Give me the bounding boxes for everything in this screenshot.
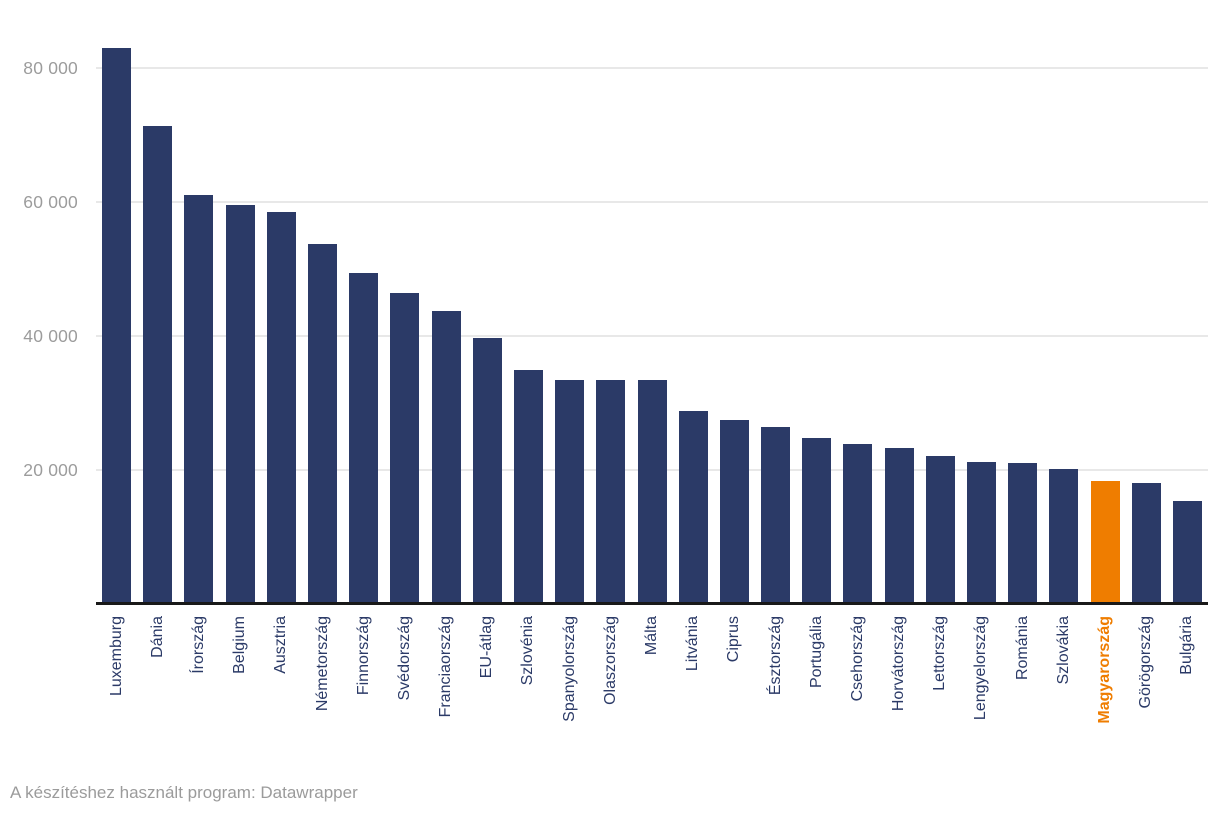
bar (349, 273, 379, 604)
bar (925, 455, 955, 604)
x-axis-label: Ciprus (725, 616, 743, 663)
gridline (96, 67, 1208, 69)
x-axis-label: Lengyelország (972, 616, 990, 721)
x-axis-label: Írország (189, 616, 207, 674)
bar (225, 205, 255, 604)
x-axis-label: Dánia (148, 616, 166, 658)
x-axis-label: Horvátország (890, 616, 908, 712)
bar (102, 47, 132, 604)
x-axis-label: Svédország (395, 616, 413, 701)
bar (966, 461, 996, 604)
x-axis-label: Spanyolország (560, 616, 578, 722)
x-axis-label: Lettország (931, 616, 949, 691)
x-axis-label: Görögország (1137, 616, 1155, 709)
x-axis-label: Románia (1013, 616, 1031, 681)
bar (390, 293, 420, 604)
bar-highlighted (1090, 480, 1120, 604)
x-axis-label: Franciaország (437, 616, 455, 718)
x-axis-label: Szlovénia (519, 616, 537, 686)
x-axis-label: Belgium (231, 616, 249, 674)
bar (555, 379, 585, 604)
gridline (96, 335, 1208, 337)
x-axis-label: Észtország (766, 616, 784, 696)
x-axis-label: Olaszország (601, 616, 619, 705)
bar (431, 311, 461, 604)
bar (1131, 483, 1161, 604)
bar (678, 411, 708, 604)
x-axis-label: Szlovákia (1054, 616, 1072, 685)
x-axis-label: Csehország (848, 616, 866, 702)
bar (637, 379, 667, 604)
attribution-text: A készítéshez használt program: Datawrap… (10, 783, 358, 802)
x-axis-label: Ausztria (272, 616, 290, 674)
x-axis-label: Finnország (354, 616, 372, 696)
bar (513, 369, 543, 604)
bar (761, 427, 791, 604)
x-axis-label: Bulgária (1178, 616, 1196, 675)
y-axis-tick-label: 60 000 (23, 192, 78, 212)
y-axis-tick-label: 80 000 (23, 58, 78, 78)
bar (596, 380, 626, 604)
bar (184, 194, 214, 604)
bar (266, 212, 296, 604)
x-axis-label: EU-átlag (478, 616, 496, 679)
y-axis-tick-label: 40 000 (23, 326, 78, 346)
bar (802, 437, 832, 604)
bar (884, 447, 914, 604)
bar (472, 338, 502, 604)
y-axis-tick-label: 20 000 (23, 460, 78, 480)
bar (1172, 501, 1202, 604)
x-axis-label: Litvánia (684, 616, 702, 672)
bar (308, 244, 338, 604)
x-axis-label: Málta (643, 616, 660, 656)
bar (1049, 468, 1079, 604)
x-axis-line (96, 602, 1208, 605)
gridline (96, 201, 1208, 203)
x-axis-label: Portugália (807, 616, 825, 689)
x-axis-label: Magyarország (1096, 616, 1114, 724)
bar (843, 443, 873, 604)
x-axis-label: Luxemburg (107, 616, 125, 697)
x-axis-label: Németország (313, 616, 331, 712)
bar (719, 419, 749, 604)
bar (143, 125, 173, 604)
bar (1008, 463, 1038, 604)
